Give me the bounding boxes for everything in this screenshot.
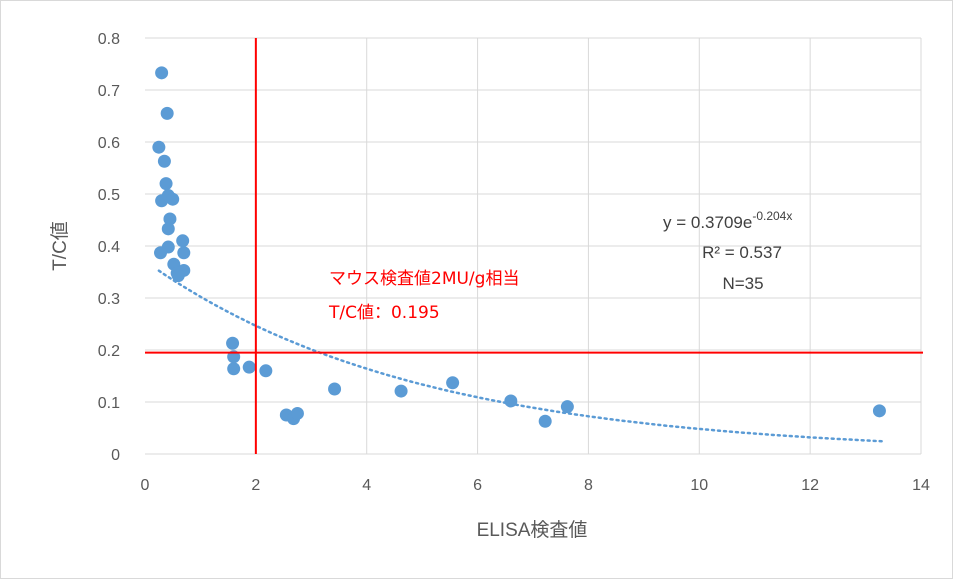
data-point [259,364,273,378]
y-tick-label: 0.4 [98,239,120,256]
data-point [446,376,460,390]
threshold-annotation-title: マウス検査値2MU/g相当 [329,269,519,289]
y-tick-label: 0.6 [98,135,120,152]
exponential-trendline [157,269,887,443]
data-point [328,382,342,396]
data-point [242,360,256,374]
data-point [227,362,241,376]
data-point [159,177,173,191]
y-axis-ticks: 0 0.1 0.2 0.3 0.4 0.5 0.6 0.7 0.8 [98,31,120,464]
y-tick-label: 0.5 [98,187,120,204]
data-point [155,66,169,80]
data-point [226,336,240,350]
sample-count-label: N=35 [722,274,763,293]
equation-exponent: -0.204x [752,209,792,223]
data-point [160,106,174,120]
x-tick-label: 12 [801,477,819,494]
data-point [157,154,171,168]
x-tick-label: 6 [473,477,482,494]
data-point [166,192,180,206]
y-tick-label: 0.8 [98,31,120,48]
threshold-annotation-value: T/C値：0.195 [328,303,440,323]
data-point [152,140,166,154]
gridlines [145,37,922,455]
data-point [504,394,518,408]
data-point [290,406,304,420]
data-point [538,414,552,428]
data-point [154,246,168,260]
x-tick-label: 14 [912,477,930,494]
x-tick-label: 4 [362,477,371,494]
y-tick-label: 0.7 [98,83,120,100]
data-point [161,222,175,236]
y-tick-label: 0 [111,447,120,464]
r-squared-label: R² = 0.537 [702,243,782,262]
data-point [176,234,190,248]
data-points [152,66,886,428]
data-point [177,246,191,260]
x-tick-label: 8 [584,477,593,494]
data-point [171,269,185,283]
trendline-equation: y = 0.3709e-0.204x [663,209,792,232]
y-axis-title: T/C値 [49,221,71,271]
y-tick-label: 0.3 [98,291,120,308]
data-point [872,404,886,418]
y-tick-label: 0.2 [98,343,120,360]
x-tick-label: 2 [251,477,260,494]
data-point [560,400,574,414]
data-point [163,212,177,226]
y-tick-label: 0.1 [98,395,120,412]
data-point [394,384,408,398]
x-tick-label: 0 [141,477,150,494]
x-axis-title: ELISA検査値 [477,519,588,541]
x-tick-label: 10 [690,477,708,494]
equation-base: y = 0.3709e [663,213,752,232]
x-axis-ticks: 0 2 4 6 8 10 12 14 [141,477,930,494]
